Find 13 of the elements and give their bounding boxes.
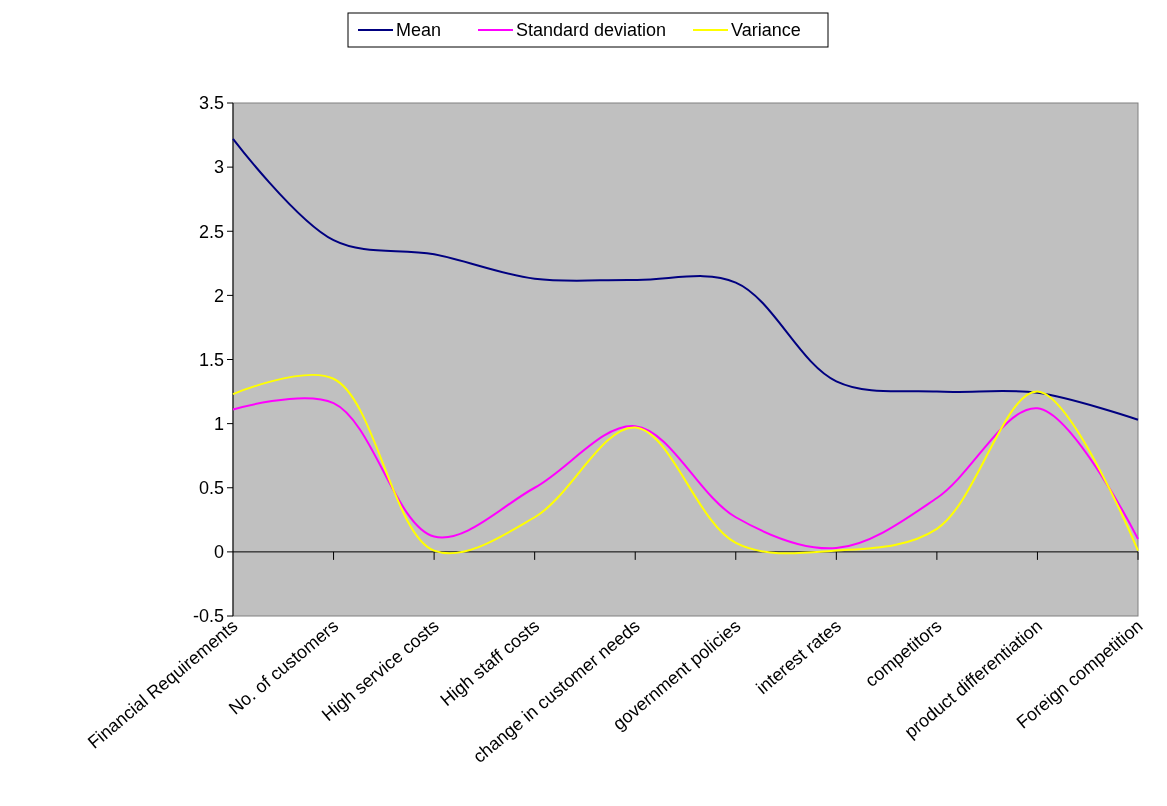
y-tick-label: 1 [213,413,224,434]
y-tick-label: 2 [213,285,224,306]
line-series [232,137,1139,421]
legend-label: Variance [731,20,801,41]
y-tick-label: 1.5 [198,349,224,370]
y-tick-label: -0.5 [192,606,224,627]
y-tick-label: 0 [213,542,224,563]
y-tick-label: 3.5 [198,93,224,114]
y-tick-label: 3 [213,157,224,178]
legend-label: Standard deviation [516,20,667,41]
y-tick-label: 2.5 [198,221,224,242]
legend-label: Mean [396,20,442,41]
y-tick-label: 0.5 [198,478,224,499]
